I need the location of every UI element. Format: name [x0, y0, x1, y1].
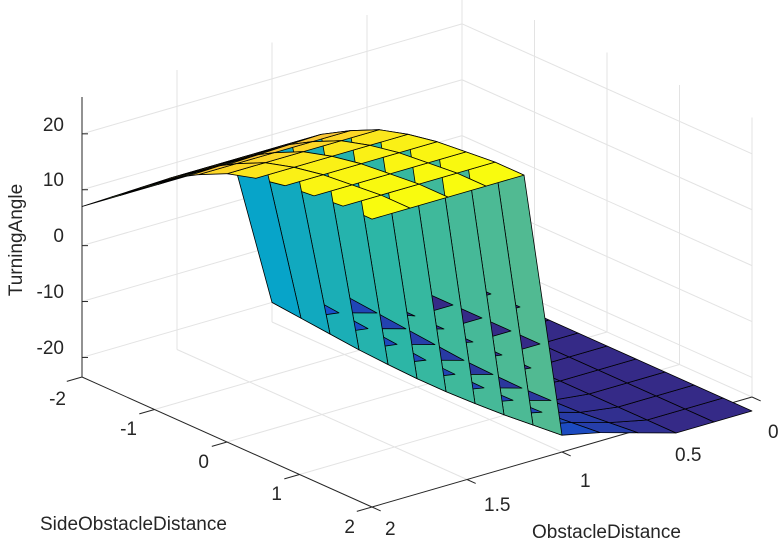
- y-axis-label: ObstacleDistance: [532, 522, 681, 543]
- x-tick-label: 0: [198, 452, 209, 473]
- z-axis-label: TurningAngle: [6, 184, 27, 296]
- y-tick-label: 0: [768, 422, 779, 443]
- grid-line: [271, 321, 563, 453]
- z-tick-label: -20: [37, 338, 64, 359]
- grid-line: [81, 23, 463, 135]
- grid-line: [176, 349, 468, 480]
- x-axis-label: SideObstacleDistance: [40, 514, 227, 535]
- y-tick-mark: [561, 451, 571, 457]
- x-tick-label: 2: [344, 517, 355, 538]
- surface-plot: [81, 129, 753, 436]
- grid-line: [461, 135, 753, 267]
- z-tick-label: 0: [53, 226, 64, 247]
- x-tick-label: -1: [120, 419, 137, 440]
- z-tick-label: 20: [43, 115, 64, 136]
- grid-line: [461, 79, 753, 211]
- grid-line: [461, 23, 753, 155]
- y-tick-mark: [466, 479, 476, 484]
- x-tick-label: 1: [271, 484, 282, 505]
- x-tick-mark: [211, 441, 228, 447]
- y-tick-label: 1.5: [484, 495, 510, 516]
- y-tick-mark: [371, 506, 381, 512]
- y-tick-label: 1: [580, 471, 591, 492]
- y-tick-label: 2: [385, 519, 396, 540]
- x-tick-mark: [356, 506, 373, 512]
- x-tick-mark: [66, 376, 83, 382]
- y-tick-mark: [751, 396, 761, 402]
- x-tick-label: -2: [49, 389, 66, 410]
- x-tick-mark: [284, 474, 300, 480]
- grid-line: [81, 79, 463, 191]
- surface-face: [81, 185, 150, 207]
- z-tick-label: 10: [43, 170, 64, 191]
- y-tick-label: 0.5: [675, 445, 701, 466]
- z-tick-label: -10: [37, 282, 64, 303]
- x-tick-mark: [139, 409, 155, 415]
